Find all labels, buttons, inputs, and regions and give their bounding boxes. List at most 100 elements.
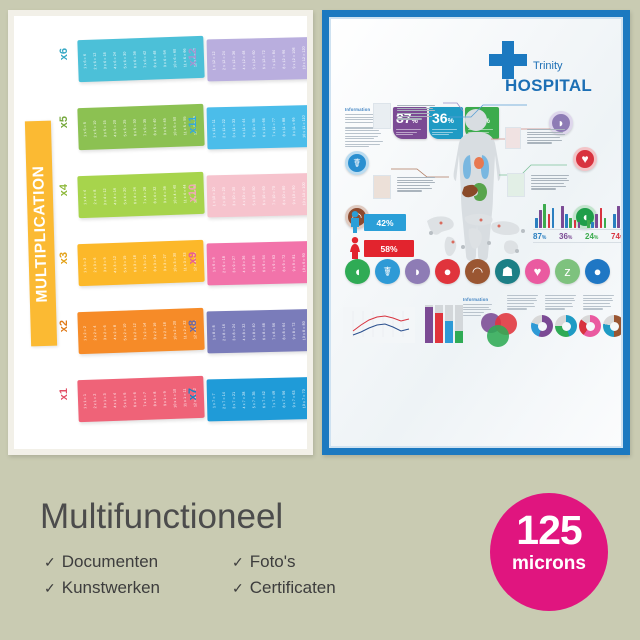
text-line	[463, 304, 492, 306]
bar-stat-24: 24%	[585, 201, 615, 243]
multiplication-equation-block: 1 x 6 = 6 2 x 6 = 12 3 x 6 = 18 4 x 6 = 24 5…	[77, 35, 205, 83]
multiplication-block-x5: x5 1 x 5 = 5 2 x 5 = 10 3 x 5 = 15 4 x 5 = 2…	[58, 103, 205, 174]
bar	[591, 222, 594, 228]
mini-chart	[505, 127, 521, 149]
equation: 7 x 2 = 14	[142, 322, 148, 340]
text-line	[463, 314, 481, 316]
equation: 1 x 9 = 9	[212, 256, 217, 272]
equation-list: 1 x 9 = 9 2 x 9 = 18 3 x 9 = 27 4 x 9 = 36 5…	[207, 241, 307, 286]
divider	[533, 229, 563, 230]
text-line	[345, 143, 381, 145]
equation: 10 x 8 = 80	[301, 320, 307, 340]
multiplication-equation-block: 1 x 4 = 4 2 x 4 = 8 3 x 4 = 12 4 x 4 = 16 5 …	[77, 171, 205, 219]
equation: 4 x 4 = 16	[112, 187, 118, 205]
feature-item: ✓ Kunstwerken	[44, 578, 160, 598]
text-line	[397, 179, 433, 181]
percent-caption	[432, 128, 460, 137]
equation: 9 x 5 = 45	[162, 117, 168, 135]
bar	[573, 220, 577, 228]
multiplication-block-x8: x8 1 x 8 = 8 2 x 8 = 16 3 x 8 = 24 4 x 8 = 3…	[187, 308, 307, 378]
text-line	[345, 130, 380, 132]
mini-bar-chart	[585, 201, 615, 228]
bar-stat-label: 36%	[559, 232, 573, 241]
text-line	[531, 175, 570, 177]
text-line	[397, 110, 435, 112]
equation: 9 x 12 = 108	[291, 47, 297, 70]
equation: 6 x 1 = 6	[132, 391, 138, 407]
equation: 2 x 3 = 6	[92, 257, 98, 273]
equation: 5 x 4 = 20	[122, 187, 128, 205]
equation: 9 x 11 = 99	[291, 117, 297, 136]
multiplication-block-x10: x10 1 x 10 = 10 2 x 10 = 20 3 x 10 = 30 4 x …	[187, 172, 307, 242]
equation: 1 x 8 = 8	[212, 324, 217, 340]
feature-list-right: ✓ Foto's ✓ Certificaten	[232, 552, 336, 604]
brain-circle-icon: ◗	[549, 111, 573, 135]
text-line	[396, 128, 422, 131]
bar	[561, 206, 564, 228]
feature-item: ✓ Certificaten	[232, 578, 336, 598]
equation: 10 x 6 = 60	[172, 48, 178, 68]
equation: 3 x 6 = 18	[102, 51, 108, 69]
equation: 6 x 11 = 66	[261, 117, 267, 137]
multiplication-equation-block: 1 x 5 = 5 2 x 5 = 10 3 x 5 = 15 4 x 5 = 20 5…	[77, 103, 205, 151]
equation: 6 x 5 = 30	[132, 118, 138, 136]
multiplication-block-x12: x12 1 x 12 = 12 2 x 12 = 24 3 x 12 = 36 4 x …	[187, 36, 307, 106]
microns-unit: microns	[512, 553, 586, 574]
equation: 2 x 11 = 22	[222, 118, 227, 138]
text-line	[527, 137, 560, 139]
text-line	[397, 113, 430, 115]
text-line	[345, 132, 381, 134]
bar-stat-label: 87%	[533, 232, 547, 241]
callout-text-box	[531, 175, 571, 191]
multiplication-equation-block: 1 x 7 = 7 2 x 7 = 14 3 x 7 = 21 4 x 7 = 28 5…	[206, 376, 307, 422]
equation: 6 x 9 = 54	[262, 254, 267, 272]
equation: 2 x 1 = 2	[92, 393, 98, 409]
text-line	[396, 131, 417, 133]
equation: 3 x 11 = 33	[232, 118, 237, 138]
text-line	[583, 303, 610, 305]
bar	[613, 214, 616, 228]
multiplication-block-label: x7	[187, 388, 199, 401]
microns-badge: 125 microns	[490, 493, 608, 611]
text-line	[545, 308, 566, 310]
equation: 4 x 10 = 40	[241, 186, 247, 206]
divider	[559, 242, 589, 243]
equation: 5 x 11 = 55	[251, 117, 257, 137]
bar	[577, 222, 581, 228]
text-line	[507, 300, 538, 302]
equation: 2 x 2 = 4	[92, 325, 98, 341]
equation: 4 x 12 = 48	[241, 50, 247, 70]
equation: 1 x 7 = 7	[212, 392, 217, 408]
callout-text-box	[397, 105, 437, 121]
multiplication-equation-block: 1 x 1 = 1 2 x 1 = 2 3 x 1 = 3 4 x 1 = 4 5 x …	[77, 375, 205, 423]
bar	[539, 210, 542, 228]
equation: 4 x 9 = 36	[242, 255, 247, 273]
text-line	[396, 134, 413, 136]
text-line	[527, 129, 566, 131]
bar	[535, 218, 538, 228]
multiplication-table-grid: x6 1 x 6 = 6 2 x 6 = 12 3 x 6 = 18 4 x 6 = 2…	[58, 35, 307, 448]
equation-list: 1 x 2 = 2 2 x 2 = 4 3 x 2 = 6 4 x 2 = 8 5 x …	[77, 308, 204, 354]
equation: 2 x 8 = 16	[222, 323, 227, 341]
equation: 5 x 12 = 60	[251, 49, 257, 69]
equation: 5 x 10 = 50	[251, 185, 257, 205]
equation: 7 x 4 = 28	[142, 186, 148, 204]
text-line	[583, 305, 612, 307]
multiplication-block-x4: x4 1 x 4 = 4 2 x 4 = 8 3 x 4 = 12 4 x 4 = 16…	[58, 171, 205, 242]
text-line	[345, 140, 383, 142]
kidney-icon: ●	[435, 259, 460, 284]
bottom-information-heading: Information	[463, 297, 489, 302]
venn-circle	[487, 325, 509, 347]
equation: 9 x 7 = 63	[292, 389, 297, 407]
text-line	[345, 135, 378, 137]
text-line	[507, 305, 536, 307]
equation: 8 x 9 = 72	[282, 254, 287, 272]
text-line	[583, 300, 614, 302]
equation: 10 x 12 = 120	[301, 46, 307, 70]
brain-icon: ◗	[405, 259, 430, 284]
gender-percent-bar: 42%	[364, 214, 406, 231]
text-line	[545, 303, 572, 305]
bar	[543, 204, 546, 228]
donut-chart	[603, 315, 621, 337]
equation: 4 x 8 = 32	[242, 323, 247, 341]
